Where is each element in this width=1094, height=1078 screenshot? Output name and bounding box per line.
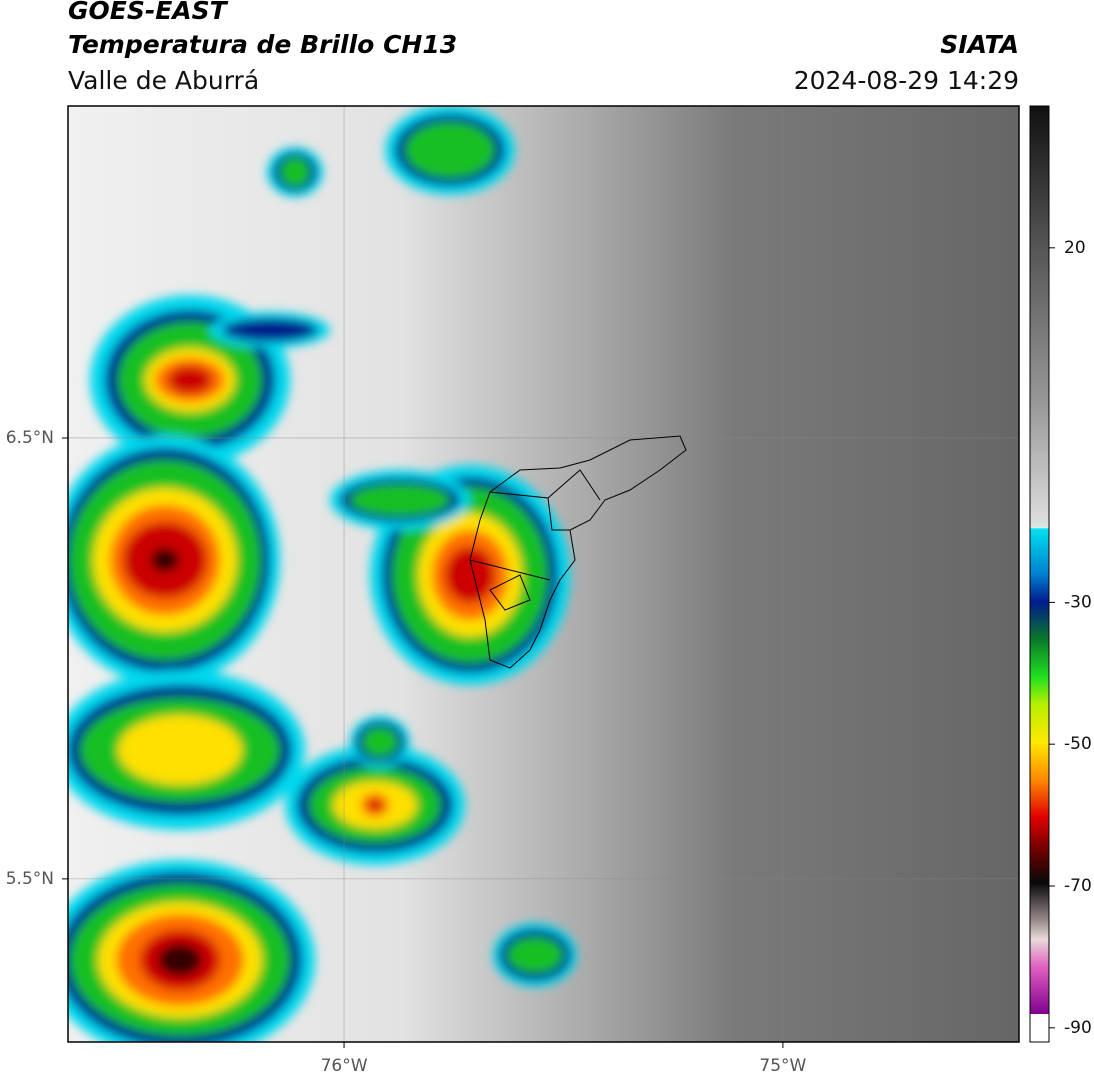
- storms: [68, 106, 577, 1042]
- source: SIATA: [940, 30, 1019, 59]
- storm-cell: [445, 547, 495, 603]
- colorbar-label: -30: [1064, 592, 1092, 612]
- map-area: [68, 106, 1019, 1042]
- storm-cell: [118, 715, 242, 785]
- storm-cell: [222, 318, 318, 342]
- colorbar-label: -50: [1064, 734, 1092, 754]
- storm-cell: [507, 937, 563, 973]
- x-tick-label: 76°W: [321, 1056, 368, 1076]
- storm-cell: [350, 484, 450, 516]
- subtitle: Temperatura de Brillo CH13: [68, 30, 457, 59]
- colorbar-label: 20: [1064, 238, 1086, 258]
- y-tick-label: 5.5°N: [6, 869, 54, 889]
- timestamp: 2024-08-29 14:29: [794, 66, 1019, 95]
- y-tick-label: 6.5°N: [6, 428, 54, 448]
- storm-cell: [367, 799, 383, 811]
- map-frame: [67, 105, 1020, 1043]
- storm-cell: [280, 157, 310, 187]
- grid: [68, 106, 1019, 1042]
- title: GOES-EAST: [68, 0, 229, 25]
- storm-cell: [158, 944, 202, 976]
- x-tick-label: 75°W: [759, 1056, 806, 1076]
- colorbar-label: -70: [1064, 876, 1092, 896]
- storm-cell: [405, 122, 495, 178]
- valley-outline: [469, 435, 687, 669]
- region: Valle de Aburrá: [68, 66, 259, 95]
- storm-cell: [362, 727, 398, 757]
- storm-cell: [151, 548, 179, 572]
- colorbar-label: -90: [1064, 1018, 1092, 1038]
- storm-cell: [168, 366, 212, 394]
- colorbar: [1029, 105, 1050, 1043]
